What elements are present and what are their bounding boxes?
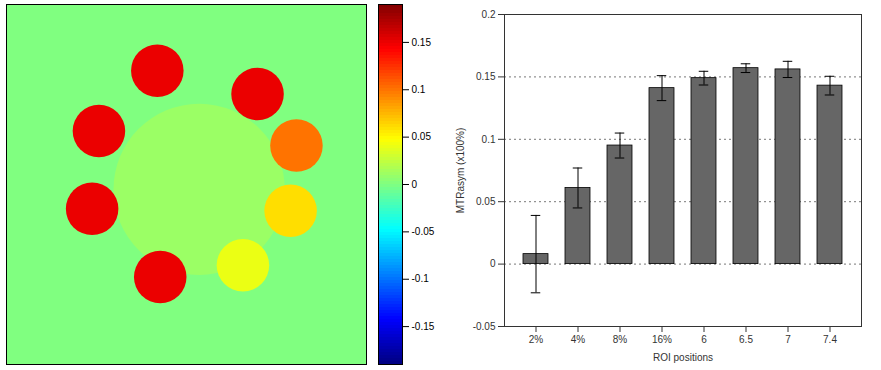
svg-text:6.5: 6.5 <box>739 334 753 345</box>
svg-text:4%: 4% <box>571 334 586 345</box>
svg-text:2%: 2% <box>529 334 544 345</box>
svg-text:16%: 16% <box>652 334 672 345</box>
svg-text:ROI positions: ROI positions <box>653 352 713 363</box>
svg-text:0: 0 <box>490 258 496 269</box>
svg-text:0.15: 0.15 <box>412 37 432 48</box>
svg-text:0.1: 0.1 <box>412 84 426 95</box>
svg-text:0.2: 0.2 <box>482 9 496 20</box>
svg-text:0.05: 0.05 <box>412 131 432 142</box>
svg-text:-0.1: -0.1 <box>412 273 430 284</box>
svg-text:-0.15: -0.15 <box>412 321 435 332</box>
svg-text:0.1: 0.1 <box>482 134 496 145</box>
svg-text:0.05: 0.05 <box>476 196 496 207</box>
svg-text:7.4: 7.4 <box>823 334 837 345</box>
svg-text:8%: 8% <box>613 334 628 345</box>
svg-text:7: 7 <box>785 334 791 345</box>
svg-text:6: 6 <box>701 334 707 345</box>
svg-text:0.15: 0.15 <box>476 71 496 82</box>
svg-text:0: 0 <box>412 179 418 190</box>
svg-text:-0.05: -0.05 <box>412 226 435 237</box>
svg-text:-0.05: -0.05 <box>473 321 496 332</box>
svg-text:MTRasym (x100%): MTRasym (x100%) <box>455 128 466 214</box>
